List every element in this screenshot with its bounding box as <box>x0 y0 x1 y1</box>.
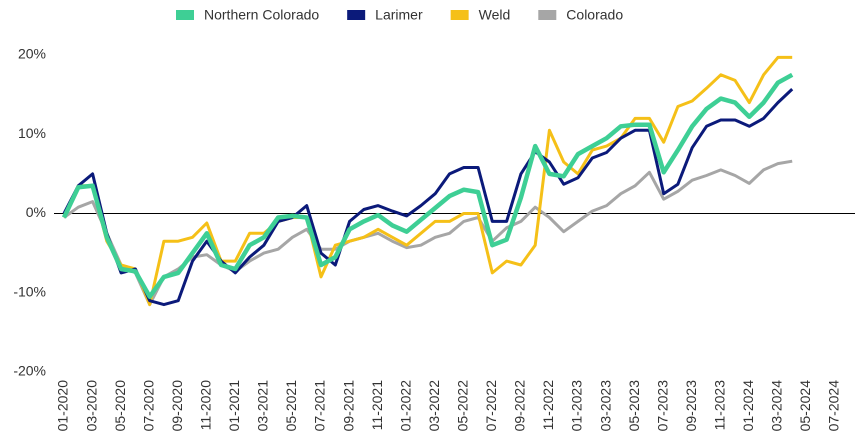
legend-swatch <box>176 10 194 20</box>
x-tick-label: 03-2021 <box>255 380 271 432</box>
x-tick-label: 05-2020 <box>112 380 128 432</box>
x-tick-label: 07-2024 <box>826 380 842 432</box>
series-line <box>61 72 794 299</box>
x-tick-label: 01-2020 <box>55 380 71 432</box>
legend-label: Colorado <box>566 7 623 23</box>
x-tick-label: 09-2020 <box>169 380 185 432</box>
x-tick-label: 05-2022 <box>454 380 470 432</box>
legend-swatch <box>450 10 469 20</box>
x-tick-label: 01-2021 <box>226 380 242 432</box>
x-tick-label: 01-2023 <box>569 380 585 432</box>
x-tick-label: 11-2020 <box>197 380 213 431</box>
y-tick-label: -10% <box>13 283 46 299</box>
x-tick-label: 07-2021 <box>312 380 328 432</box>
series-line <box>62 88 794 307</box>
x-tick-label: 09-2023 <box>683 380 699 432</box>
legend-label: Northern Colorado <box>204 7 319 23</box>
x-tick-label: 03-2020 <box>83 380 99 432</box>
x-tick-label: 05-2021 <box>283 380 299 432</box>
x-tick-label: 05-2024 <box>797 380 813 432</box>
x-tick-label: 01-2024 <box>740 380 756 432</box>
x-tick-label: 09-2022 <box>512 380 528 432</box>
x-tick-label: 11-2023 <box>711 380 727 431</box>
y-tick-label: 10% <box>18 125 46 141</box>
x-tick-label: 03-2022 <box>426 380 442 432</box>
x-tick-label: 11-2021 <box>369 380 385 431</box>
x-tick-label: 09-2021 <box>340 380 356 432</box>
x-tick-label: 03-2023 <box>597 380 613 432</box>
x-tick-label: 03-2024 <box>769 380 785 432</box>
series-line <box>62 55 793 307</box>
x-tick-label: 07-2022 <box>483 380 499 432</box>
x-tick-label: 07-2023 <box>654 380 670 432</box>
series-line <box>63 159 793 307</box>
x-tick-label: 05-2023 <box>626 380 642 432</box>
legend-label: Weld <box>479 7 511 23</box>
legend-label: Larimer <box>375 7 423 23</box>
y-tick-label: 20% <box>18 46 46 62</box>
y-tick-label: -20% <box>13 363 46 379</box>
legend-swatch <box>347 10 366 20</box>
y-tick-label: 0% <box>26 204 46 220</box>
x-tick-label: 07-2020 <box>140 380 156 432</box>
x-tick-label: 01-2022 <box>397 380 413 432</box>
legend-swatch <box>538 10 557 20</box>
x-tick-label: 11-2022 <box>540 380 556 431</box>
